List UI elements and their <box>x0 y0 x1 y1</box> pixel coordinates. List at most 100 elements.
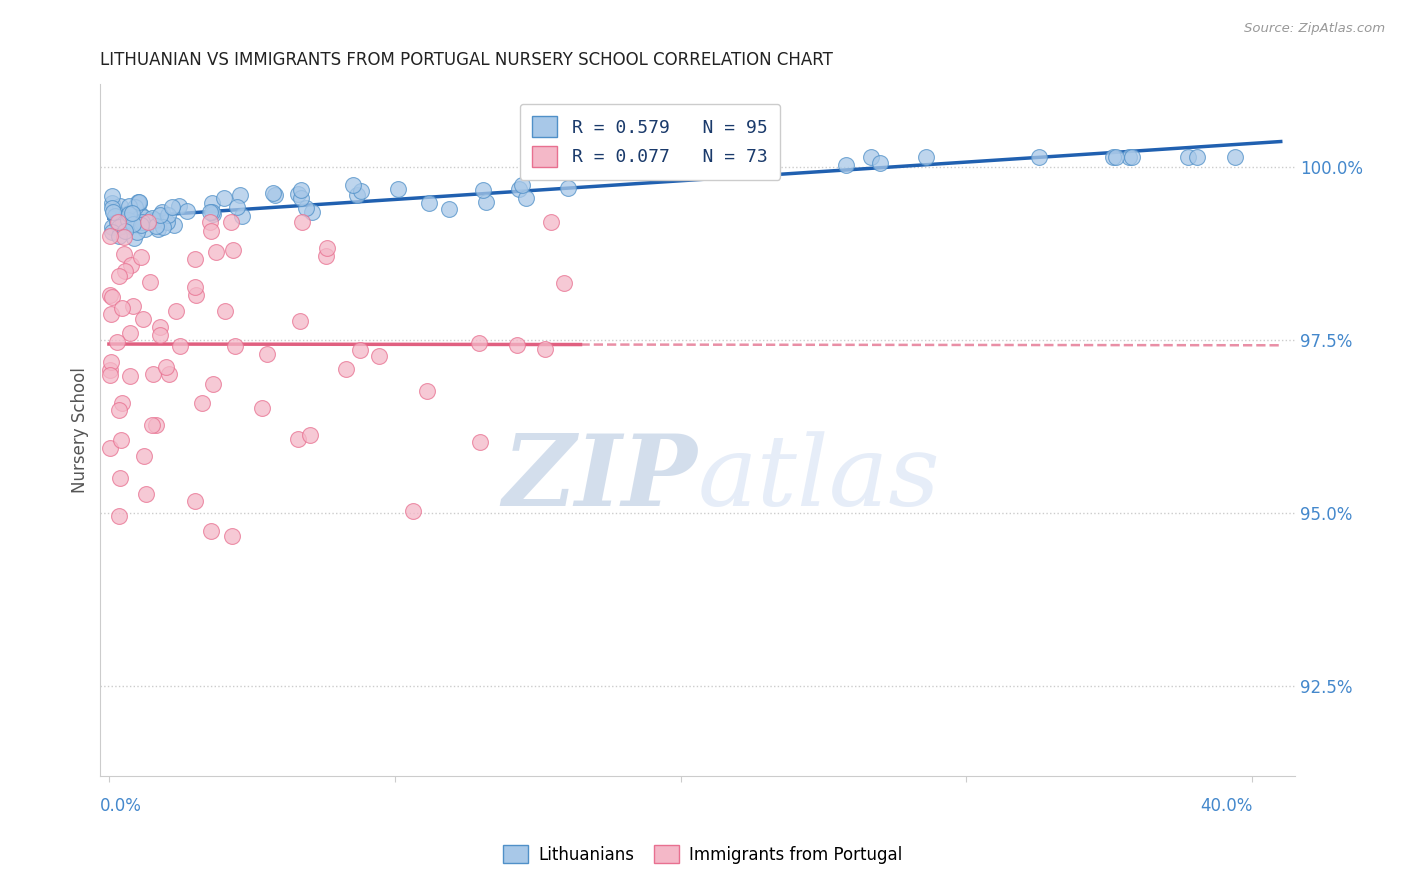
Point <box>131 215 153 229</box>
Point <box>108 471 131 485</box>
Point <box>132 311 155 326</box>
Point <box>859 150 882 164</box>
Point <box>104 209 127 223</box>
Point <box>129 218 152 232</box>
Point <box>98 368 121 382</box>
Point <box>346 187 368 202</box>
Point <box>110 434 132 448</box>
Point <box>226 201 249 215</box>
Point <box>264 188 287 202</box>
Point <box>136 211 159 226</box>
Point <box>557 180 579 194</box>
Point <box>342 178 364 192</box>
Point <box>184 493 207 508</box>
Point <box>157 367 180 381</box>
Point <box>160 200 183 214</box>
Point <box>869 155 891 169</box>
Point <box>1102 150 1125 164</box>
Point <box>512 178 534 192</box>
Point <box>350 184 373 198</box>
Legend: Lithuanians, Immigrants from Portugal: Lithuanians, Immigrants from Portugal <box>496 838 910 871</box>
Point <box>134 449 156 463</box>
Point <box>141 211 163 226</box>
Point <box>165 303 187 318</box>
Point <box>118 207 141 221</box>
Point <box>262 186 284 200</box>
Point <box>291 215 314 229</box>
Point <box>121 216 143 230</box>
Point <box>141 417 163 432</box>
Point <box>108 220 131 235</box>
Point <box>112 246 135 260</box>
Point <box>287 432 309 446</box>
Point <box>367 349 389 363</box>
Point <box>190 396 212 410</box>
Point <box>301 204 323 219</box>
Point <box>111 301 134 315</box>
Point <box>100 355 122 369</box>
Point <box>201 205 224 219</box>
Point <box>228 188 250 202</box>
Point <box>98 228 121 243</box>
Point <box>101 225 124 239</box>
Point <box>231 209 253 223</box>
Point <box>143 213 166 227</box>
Point <box>201 196 224 211</box>
Point <box>117 212 139 227</box>
Point <box>290 191 312 205</box>
Point <box>1118 150 1140 164</box>
Point <box>129 250 152 264</box>
Point <box>118 368 141 383</box>
Point <box>98 442 121 456</box>
Point <box>155 359 177 374</box>
Point <box>553 276 575 290</box>
Point <box>1105 150 1128 164</box>
Point <box>121 217 143 231</box>
Point <box>118 206 141 220</box>
Point <box>214 304 236 318</box>
Point <box>250 401 273 415</box>
Point <box>418 195 440 210</box>
Point <box>150 205 173 219</box>
Point <box>222 243 245 257</box>
Point <box>221 528 243 542</box>
Point <box>132 210 155 224</box>
Text: 0.0%: 0.0% <box>100 797 142 814</box>
Point <box>157 208 180 222</box>
Point <box>146 222 169 236</box>
Point <box>125 225 148 239</box>
Point <box>201 377 224 392</box>
Point <box>101 196 124 211</box>
Point <box>114 223 136 237</box>
Point <box>295 202 318 216</box>
Point <box>100 290 122 304</box>
Point <box>121 216 143 230</box>
Point <box>224 339 246 353</box>
Point <box>100 307 122 321</box>
Point <box>315 249 337 263</box>
Point <box>468 336 491 351</box>
Point <box>153 214 176 228</box>
Point <box>540 215 562 229</box>
Point <box>145 418 167 433</box>
Point <box>101 219 124 234</box>
Point <box>101 201 124 215</box>
Point <box>212 192 235 206</box>
Point <box>125 218 148 232</box>
Point <box>416 384 439 399</box>
Point <box>114 264 136 278</box>
Point <box>124 201 146 215</box>
Text: LITHUANIAN VS IMMIGRANTS FROM PORTUGAL NURSERY SCHOOL CORRELATION CHART: LITHUANIAN VS IMMIGRANTS FROM PORTUGAL N… <box>100 51 834 69</box>
Point <box>118 199 141 213</box>
Point <box>349 343 371 357</box>
Point <box>1225 150 1247 164</box>
Point <box>101 205 124 219</box>
Point <box>508 182 530 196</box>
Point <box>387 182 409 196</box>
Point <box>290 183 312 197</box>
Point <box>124 211 146 226</box>
Point <box>111 219 134 233</box>
Point <box>117 211 139 225</box>
Point <box>472 184 495 198</box>
Point <box>122 299 145 313</box>
